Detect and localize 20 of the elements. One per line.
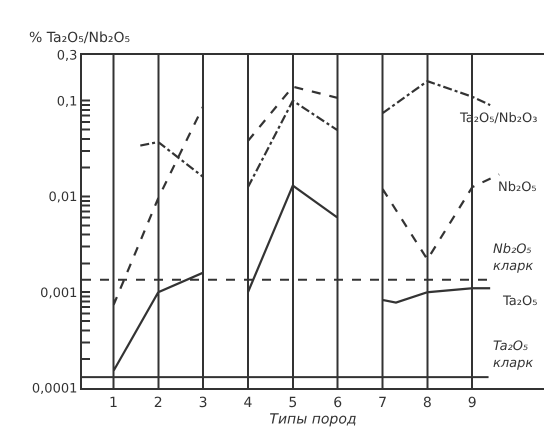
x-tick-label: 2	[154, 394, 163, 411]
x-tick-label: 4	[244, 394, 252, 411]
x-tick-label: 9	[468, 394, 477, 411]
y-tick-label: 0,001	[40, 286, 78, 301]
y-tick-label: 0,1	[56, 94, 78, 110]
ref-line-label: Ta₂O₅ кларк	[493, 339, 534, 371]
y-tick-label: 0,01	[48, 190, 78, 206]
y-axis-title: % Ta₂O₅/Nb₂O₅	[29, 30, 130, 46]
x-tick-label: 8	[422, 394, 432, 411]
ref-line-label: Nb₂O₅ кларк	[493, 242, 534, 274]
y-tick-label: 0,0001	[32, 382, 78, 397]
series-label: Ta₂O₅	[502, 294, 538, 309]
x-axis-title: Типы пород	[269, 412, 357, 428]
y-tick-label: 0,3	[56, 48, 78, 64]
x-tick-label: 5	[288, 394, 298, 411]
series-label: Nb₂O₅	[498, 180, 537, 195]
x-tick-label: 7	[378, 394, 387, 411]
x-tick-label: 3	[198, 394, 208, 411]
x-tick-label: 1	[108, 394, 118, 411]
x-tick-label: 6	[333, 394, 342, 411]
